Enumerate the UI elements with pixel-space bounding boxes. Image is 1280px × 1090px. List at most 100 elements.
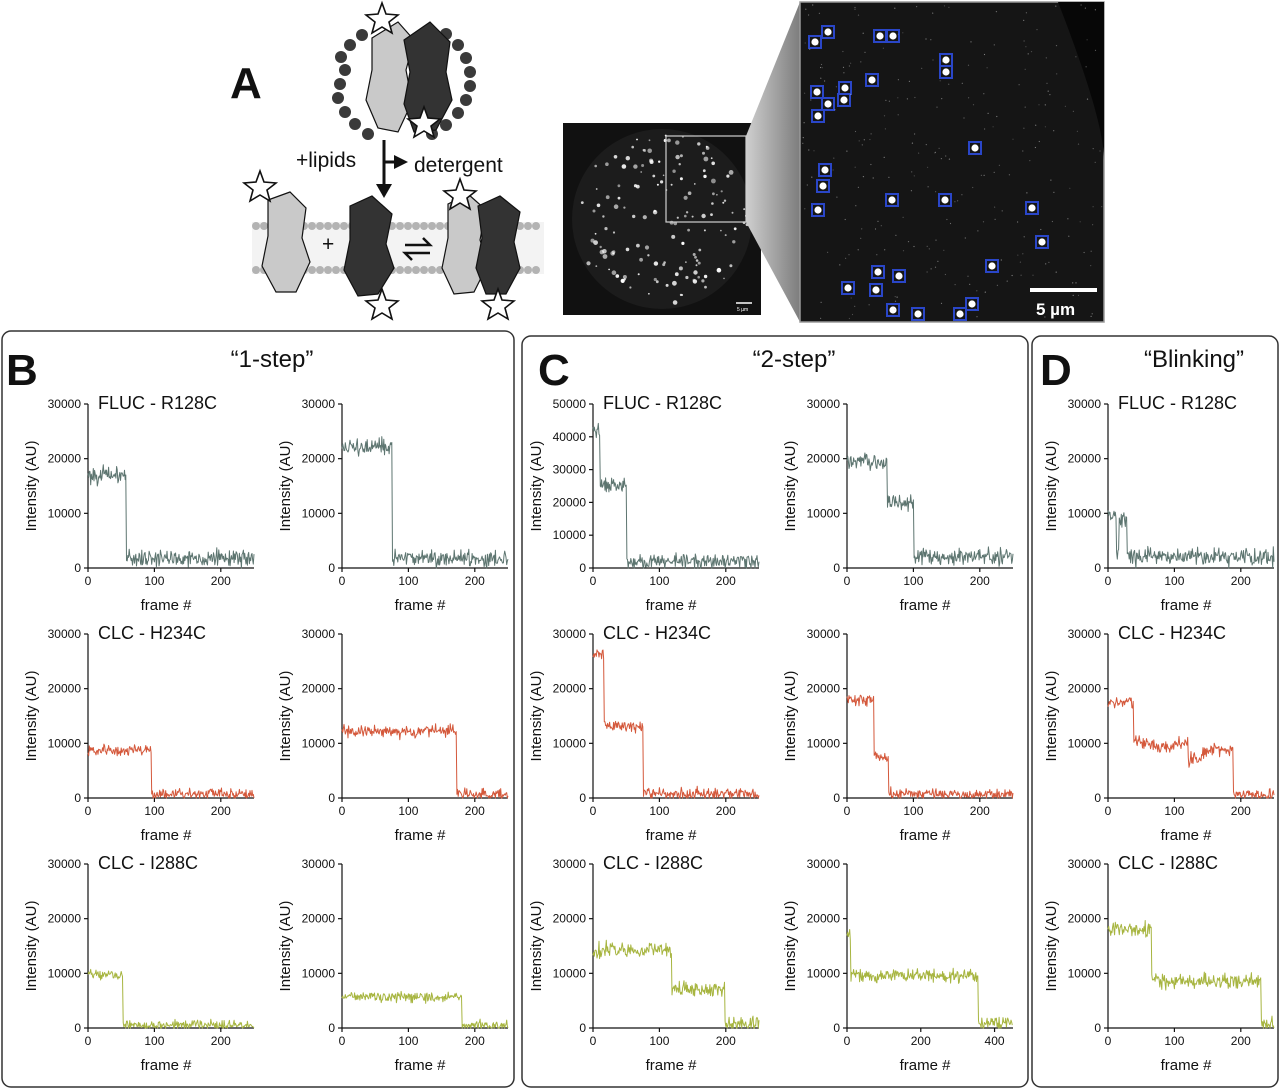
y-tick-label: 0 xyxy=(579,1021,586,1035)
trace-title: CLC - H234C xyxy=(603,623,711,643)
intensity-trace xyxy=(592,422,760,569)
y-tick-label: 20000 xyxy=(553,912,587,926)
x-axis-label: frame # xyxy=(646,597,698,614)
y-tick-label: 10000 xyxy=(807,736,841,750)
x-tick-label: 100 xyxy=(649,1034,669,1048)
panel-d-letter: D xyxy=(1040,346,1072,395)
y-tick-label: 0 xyxy=(833,561,840,575)
y-tick-label: 40000 xyxy=(553,430,587,444)
x-tick-label: 100 xyxy=(144,804,164,818)
y-tick-label: 10000 xyxy=(807,506,841,520)
y-axis-label: Intensity (AU) xyxy=(528,671,545,762)
y-tick-label: 10000 xyxy=(48,966,82,980)
intensity-trace xyxy=(87,743,255,799)
y-tick-label: 0 xyxy=(1094,1021,1101,1035)
y-tick-label: 20000 xyxy=(1068,912,1102,926)
y-tick-label: 50000 xyxy=(553,397,587,411)
y-tick-label: 20000 xyxy=(807,912,841,926)
monomer-light xyxy=(261,191,311,293)
x-tick-label: 200 xyxy=(1231,804,1251,818)
x-tick-label: 200 xyxy=(1231,1034,1251,1048)
y-axis-label: Intensity (AU) xyxy=(1043,441,1060,532)
small-scale-bar-label: 5 µm xyxy=(737,307,748,313)
x-tick-label: 0 xyxy=(1105,574,1112,588)
y-axis-label: Intensity (AU) xyxy=(277,671,294,762)
protein-subunit-dark xyxy=(403,21,453,133)
intensity-trace xyxy=(341,990,509,1029)
trace-chart: 0 10000 20000 30000 0 100 200 frame # Intensity … xyxy=(277,627,509,844)
intensity-trace xyxy=(87,968,255,1029)
intensity-trace xyxy=(846,694,1014,799)
x-axis-label: frame # xyxy=(395,597,447,614)
y-axis-label: Intensity (AU) xyxy=(782,901,799,992)
x-tick-label: 0 xyxy=(590,1034,597,1048)
x-tick-label: 0 xyxy=(844,1034,851,1048)
panel-d-title: “Blinking” xyxy=(1144,346,1244,373)
x-tick-label: 400 xyxy=(985,1034,1005,1048)
x-tick-label: 100 xyxy=(398,1034,418,1048)
y-tick-label: 20000 xyxy=(1068,682,1102,696)
y-axis-label: Intensity (AU) xyxy=(1043,901,1060,992)
x-tick-label: 100 xyxy=(649,574,669,588)
x-tick-label: 100 xyxy=(398,804,418,818)
star-fluorophore-icon xyxy=(363,0,401,35)
x-tick-label: 100 xyxy=(1164,1034,1184,1048)
trace-title: FLUC - R128C xyxy=(603,393,722,413)
star-fluorophore-icon xyxy=(363,286,401,321)
panel-b-letter: B xyxy=(6,346,38,395)
x-tick-label: 200 xyxy=(911,1034,931,1048)
y-tick-label: 20000 xyxy=(553,495,587,509)
y-axis-label: Intensity (AU) xyxy=(528,901,545,992)
x-axis-label: frame # xyxy=(646,827,698,844)
intensity-trace xyxy=(1107,510,1275,569)
y-tick-label: 10000 xyxy=(1068,736,1102,750)
x-tick-label: 0 xyxy=(1105,804,1112,818)
x-tick-label: 100 xyxy=(903,804,923,818)
trace-chart: 0 10000 20000 30000 0 100 200 frame # Intensity … xyxy=(528,853,760,1074)
y-tick-label: 30000 xyxy=(807,857,841,871)
trace-title: CLC - I288C xyxy=(98,853,198,873)
y-tick-label: 10000 xyxy=(48,506,82,520)
x-axis-label: frame # xyxy=(395,1057,447,1074)
intensity-trace xyxy=(87,464,255,569)
y-tick-label: 10000 xyxy=(553,966,587,980)
x-axis-label: frame # xyxy=(900,1057,952,1074)
y-axis-label: Intensity (AU) xyxy=(277,901,294,992)
y-tick-label: 0 xyxy=(74,561,81,575)
x-tick-label: 100 xyxy=(1164,574,1184,588)
detergent-headgroups xyxy=(332,28,476,140)
trace-chart: 0 10000 20000 30000 0 100 200 frame # Intensity … xyxy=(277,397,509,614)
y-tick-label: 30000 xyxy=(48,397,82,411)
y-tick-label: 20000 xyxy=(807,682,841,696)
y-tick-label: 20000 xyxy=(302,912,336,926)
y-tick-label: 0 xyxy=(1094,561,1101,575)
star-fluorophore-icon xyxy=(479,286,517,321)
y-axis-label: Intensity (AU) xyxy=(23,901,40,992)
trace-title: CLC - I288C xyxy=(1118,853,1218,873)
x-axis-label: frame # xyxy=(646,1057,698,1074)
x-axis-label: frame # xyxy=(395,827,447,844)
intensity-trace xyxy=(341,436,509,569)
detergent-label: detergent xyxy=(414,154,503,177)
y-tick-label: 30000 xyxy=(302,397,336,411)
microscopy-zoom-image: 5 µm xyxy=(799,1,1105,323)
y-tick-label: 0 xyxy=(74,791,81,805)
y-tick-label: 30000 xyxy=(1068,397,1102,411)
trace-title: FLUC - R128C xyxy=(98,393,217,413)
panel-a: A +lipids detergent xyxy=(230,0,1105,323)
trace-title: CLC - H234C xyxy=(1118,623,1226,643)
x-tick-label: 100 xyxy=(649,804,669,818)
y-tick-label: 10000 xyxy=(1068,966,1102,980)
panel-a-letter: A xyxy=(230,59,262,108)
trace-chart: 0 10000 20000 30000 0 100 200 frame # Intensity … xyxy=(23,623,255,844)
x-tick-label: 0 xyxy=(339,574,346,588)
y-tick-label: 10000 xyxy=(553,736,587,750)
x-tick-label: 0 xyxy=(339,1034,346,1048)
x-axis-label: frame # xyxy=(1161,1057,1213,1074)
y-axis-label: Intensity (AU) xyxy=(1043,671,1060,762)
y-tick-label: 0 xyxy=(579,791,586,805)
y-tick-label: 10000 xyxy=(302,966,336,980)
trace-chart: 0 10000 20000 30000 0 100 200 frame # Intensity … xyxy=(782,397,1014,614)
x-tick-label: 200 xyxy=(716,1034,736,1048)
y-tick-label: 10000 xyxy=(1068,506,1102,520)
